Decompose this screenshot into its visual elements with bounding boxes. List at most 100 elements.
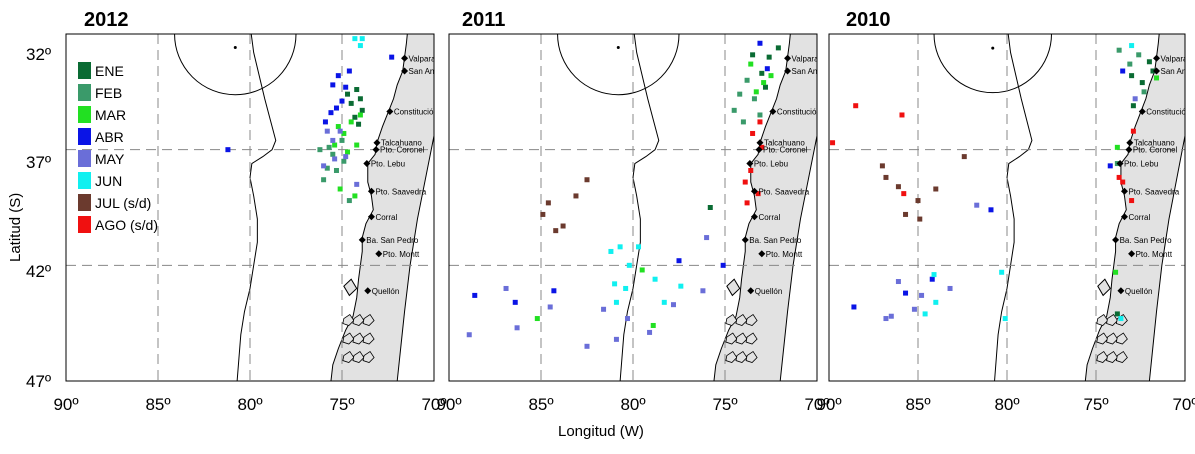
x-tick-label: 85º xyxy=(905,395,930,414)
fjord-island xyxy=(735,350,748,364)
data-point xyxy=(324,165,330,171)
data-point xyxy=(534,316,540,322)
data-point xyxy=(751,96,757,102)
island xyxy=(343,278,358,297)
city-label: Pto. Coronel xyxy=(380,146,425,155)
legend-swatch xyxy=(78,62,91,79)
data-point xyxy=(341,158,347,164)
city-marker xyxy=(367,187,375,195)
fjord-island xyxy=(362,313,375,326)
data-point xyxy=(1116,47,1122,53)
island-marker xyxy=(233,45,237,49)
data-point xyxy=(1139,80,1145,86)
data-point xyxy=(762,84,768,90)
city-marker xyxy=(373,139,381,147)
data-point xyxy=(326,144,332,150)
data-point xyxy=(547,304,553,310)
data-point xyxy=(332,142,338,148)
data-point xyxy=(343,154,349,160)
data-point xyxy=(670,302,676,308)
city-label: Ba. San Pedro xyxy=(366,236,419,245)
data-point xyxy=(1127,61,1133,67)
city-label: Talcahuano xyxy=(1134,139,1175,148)
city-marker xyxy=(769,107,777,115)
legend-swatch xyxy=(78,128,91,145)
city-label: Constitución xyxy=(777,107,821,116)
land-mass xyxy=(713,34,817,381)
data-point xyxy=(612,281,618,287)
data-point xyxy=(988,207,994,213)
data-point xyxy=(472,292,478,298)
data-point xyxy=(929,276,935,282)
data-point xyxy=(356,121,362,127)
data-point xyxy=(333,167,339,173)
data-point xyxy=(744,77,750,83)
fjord-island xyxy=(745,332,758,345)
city-label: Quellón xyxy=(755,287,783,296)
data-point xyxy=(759,70,765,76)
data-point xyxy=(1129,43,1135,49)
data-point xyxy=(357,112,363,118)
data-point xyxy=(1129,198,1135,204)
data-point xyxy=(317,147,323,153)
data-point xyxy=(359,107,365,113)
data-point xyxy=(744,200,750,206)
fjord-island xyxy=(725,332,738,345)
data-point xyxy=(324,128,330,134)
fjord-island xyxy=(362,350,375,364)
city-marker xyxy=(750,187,758,195)
data-point xyxy=(720,262,726,268)
legend-swatch xyxy=(78,84,91,101)
data-point xyxy=(335,124,341,130)
city-label: Pto. Montt xyxy=(383,250,420,259)
data-point xyxy=(553,228,559,234)
city-marker xyxy=(401,54,409,62)
fjord-island xyxy=(1115,350,1128,364)
data-point xyxy=(503,285,509,291)
panel-title-2011: 2011 xyxy=(462,9,505,31)
fjord-island xyxy=(352,350,365,364)
data-point xyxy=(748,61,754,67)
plot-frame xyxy=(828,33,1186,382)
data-point xyxy=(851,304,857,310)
city-label: Talcahuano xyxy=(381,139,422,148)
data-point xyxy=(676,258,682,264)
y-tick-label: 42º xyxy=(26,262,51,281)
data-point xyxy=(883,316,889,322)
data-point xyxy=(1136,52,1142,58)
data-point xyxy=(1141,89,1147,95)
data-point xyxy=(337,128,343,134)
city-label: Ba. San Pedro xyxy=(749,236,802,245)
data-point xyxy=(560,223,566,229)
x-tick-label: 70º xyxy=(804,395,829,414)
data-point xyxy=(853,103,859,109)
y-axis-label: Latitud (S) xyxy=(7,193,24,262)
data-point xyxy=(707,205,713,210)
data-point xyxy=(915,198,921,204)
data-point xyxy=(761,80,767,86)
city-marker xyxy=(758,250,766,258)
fjord-island xyxy=(745,350,758,364)
island xyxy=(1097,278,1111,297)
city-marker xyxy=(375,250,383,258)
city-label: Ba. San Pedro xyxy=(1120,236,1173,245)
legend-label: ENE xyxy=(95,63,124,79)
y-tick-label: 47º xyxy=(26,372,51,391)
data-point xyxy=(742,179,748,185)
city-label: Pto. Lebu xyxy=(1124,160,1158,169)
x-axis-label: Longitud (W) xyxy=(558,423,644,440)
fjord-island xyxy=(352,332,365,345)
data-point xyxy=(1114,144,1120,150)
city-marker xyxy=(1116,160,1124,168)
data-point xyxy=(704,235,710,241)
data-point xyxy=(332,156,338,162)
y-tick-label: 32º xyxy=(26,45,51,64)
data-point xyxy=(947,285,953,291)
data-point xyxy=(933,186,939,192)
data-point xyxy=(346,198,352,204)
city-marker xyxy=(1128,250,1136,258)
legend-swatch xyxy=(78,150,91,167)
data-point xyxy=(321,163,327,169)
map-area: Valparaíso San Antonio Constitución Talcahu… xyxy=(66,34,434,381)
data-point xyxy=(346,68,352,74)
